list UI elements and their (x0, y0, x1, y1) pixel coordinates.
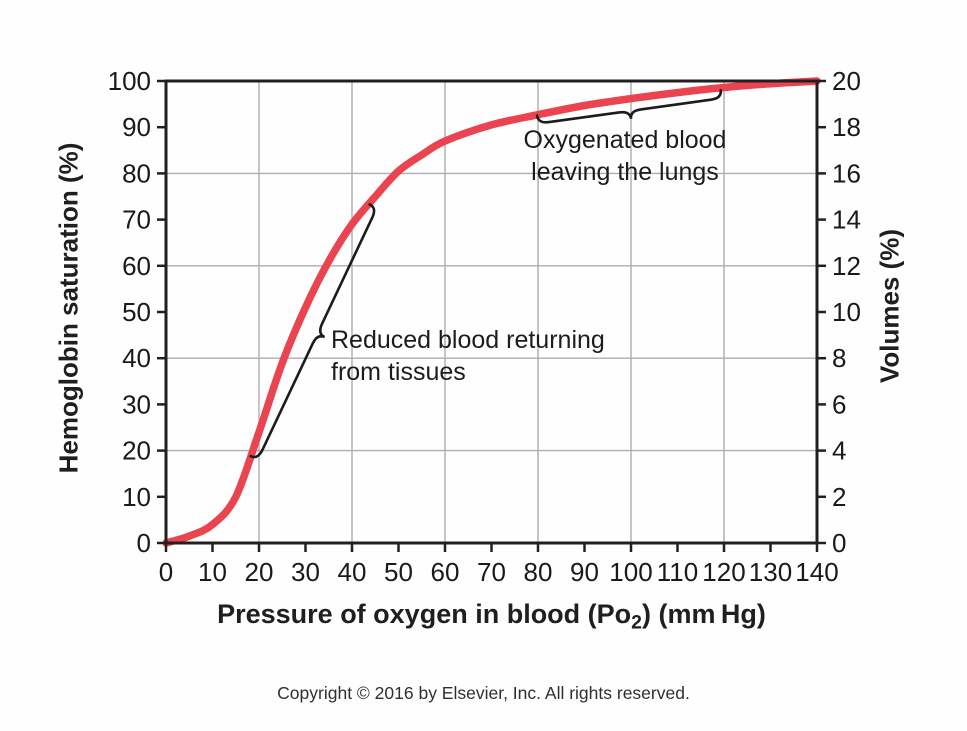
right-y-tick-label: 10 (832, 297, 861, 327)
left-axis-title: Hemoglobin saturation (%) (53, 142, 84, 474)
right-y-tick-label: 0 (832, 528, 846, 558)
x-tick-label: 110 (657, 557, 698, 587)
annotation-reduced-line1: Reduced blood returning (331, 326, 605, 354)
right-y-tick-label: 2 (832, 482, 846, 512)
right-y-tick-label: 6 (832, 389, 846, 419)
x-tick-label: 90 (570, 557, 599, 587)
right-y-tick-label: 8 (832, 343, 846, 373)
x-tick-label: 130 (749, 557, 792, 587)
brace-oxygenated (535, 88, 723, 124)
annotation-oxygenated-line2: leaving the lungs (531, 158, 719, 186)
copyright-text: Copyright © 2016 by Elsevier, Inc. All r… (277, 683, 690, 703)
left-y-tick-label: 50 (122, 297, 151, 327)
left-y-tick-label: 70 (122, 205, 151, 235)
left-y-tick-label: 30 (122, 389, 151, 419)
x-axis-title-subscript: 2 (631, 611, 642, 634)
annotation-reduced: Reduced blood returning from tissues (331, 324, 605, 388)
annotation-oxygenated: Oxygenated blood leaving the lungs (455, 124, 795, 188)
x-tick-label: 140 (795, 557, 838, 587)
x-tick-label: 10 (198, 557, 227, 587)
x-tick-label: 80 (524, 557, 553, 587)
right-y-tick-label: 4 (832, 436, 846, 466)
annotation-reduced-line2: from tissues (331, 358, 466, 386)
right-axis-title: Volumes (%) (874, 228, 905, 384)
x-tick-label: 0 (159, 557, 173, 587)
right-y-tick-label: 16 (832, 158, 861, 188)
x-tick-label: 60 (431, 557, 460, 587)
right-y-tick-label: 14 (832, 205, 861, 235)
left-y-tick-label: 100 (108, 66, 151, 96)
x-tick-label: 40 (338, 557, 367, 587)
x-tick-label: 100 (609, 557, 652, 587)
x-axis-title: Pressure of oxygen in blood (Po2) (mm Hg… (166, 599, 817, 634)
dissociation-curve (162, 77, 821, 547)
left-y-tick-label: 10 (122, 482, 151, 512)
x-tick-label: 50 (384, 557, 413, 587)
right-y-tick-label: 18 (832, 112, 861, 142)
annotation-oxygenated-line1: Oxygenated blood (523, 126, 727, 154)
left-y-tick-label: 20 (122, 436, 151, 466)
left-y-tick-label: 60 (122, 251, 151, 281)
x-tick-label: 20 (245, 557, 274, 587)
left-y-tick-label: 40 (122, 343, 151, 373)
left-y-tick-label: 80 (122, 158, 151, 188)
x-tick-label: 120 (702, 557, 745, 587)
brace-reduced (249, 203, 376, 459)
right-y-tick-label: 20 (832, 66, 861, 96)
x-tick-label: 30 (291, 557, 320, 587)
left-y-tick-label: 90 (122, 112, 151, 142)
x-axis-title-units: ) (mm Hg) (641, 599, 766, 629)
right-y-tick-label: 12 (832, 251, 861, 281)
x-tick-label: 70 (477, 557, 506, 587)
x-axis-title-text: Pressure of oxygen in blood (Po (217, 599, 632, 629)
left-y-tick-label: 0 (137, 528, 151, 558)
